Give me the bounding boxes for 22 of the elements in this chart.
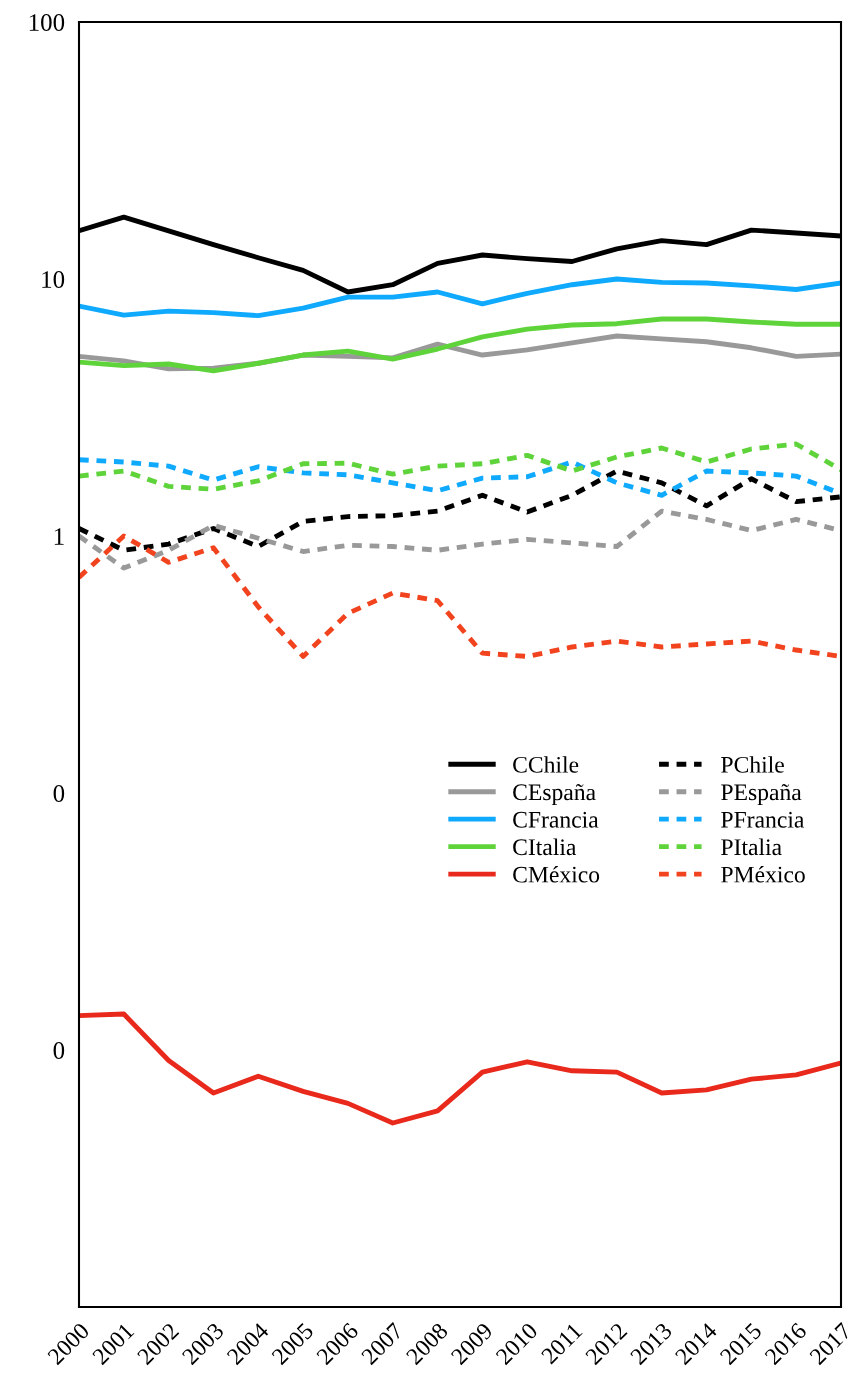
legend-label: CMéxico (513, 865, 600, 883)
x-tick-label: 2001 (91, 1322, 135, 1366)
y-tick-label: 10 (42, 271, 65, 288)
legend-label: CEspaña (513, 784, 596, 806)
line-series (79, 316, 841, 374)
legend-label: CFrancia (513, 811, 599, 828)
line-series (79, 276, 841, 319)
y-tick-label: 100 (29, 14, 65, 31)
legend-label: PItalia (721, 838, 782, 856)
y-tick-label: 0 (53, 785, 65, 802)
legend-label: CChile (513, 756, 579, 773)
line-series (79, 1011, 841, 1126)
y-tick-label: 0 (53, 1042, 65, 1059)
y-tick-label: 1 (54, 528, 64, 545)
legend-label: PFrancia (721, 811, 805, 828)
line-series (79, 457, 841, 498)
line-series (79, 441, 841, 492)
legend-label: CItalia (513, 838, 577, 856)
legend-label: PChile (721, 756, 784, 773)
legend-label: PEspaña (721, 784, 802, 806)
legend-label: PMéxico (721, 865, 805, 883)
x-tick-label: 2011 (540, 1322, 583, 1365)
